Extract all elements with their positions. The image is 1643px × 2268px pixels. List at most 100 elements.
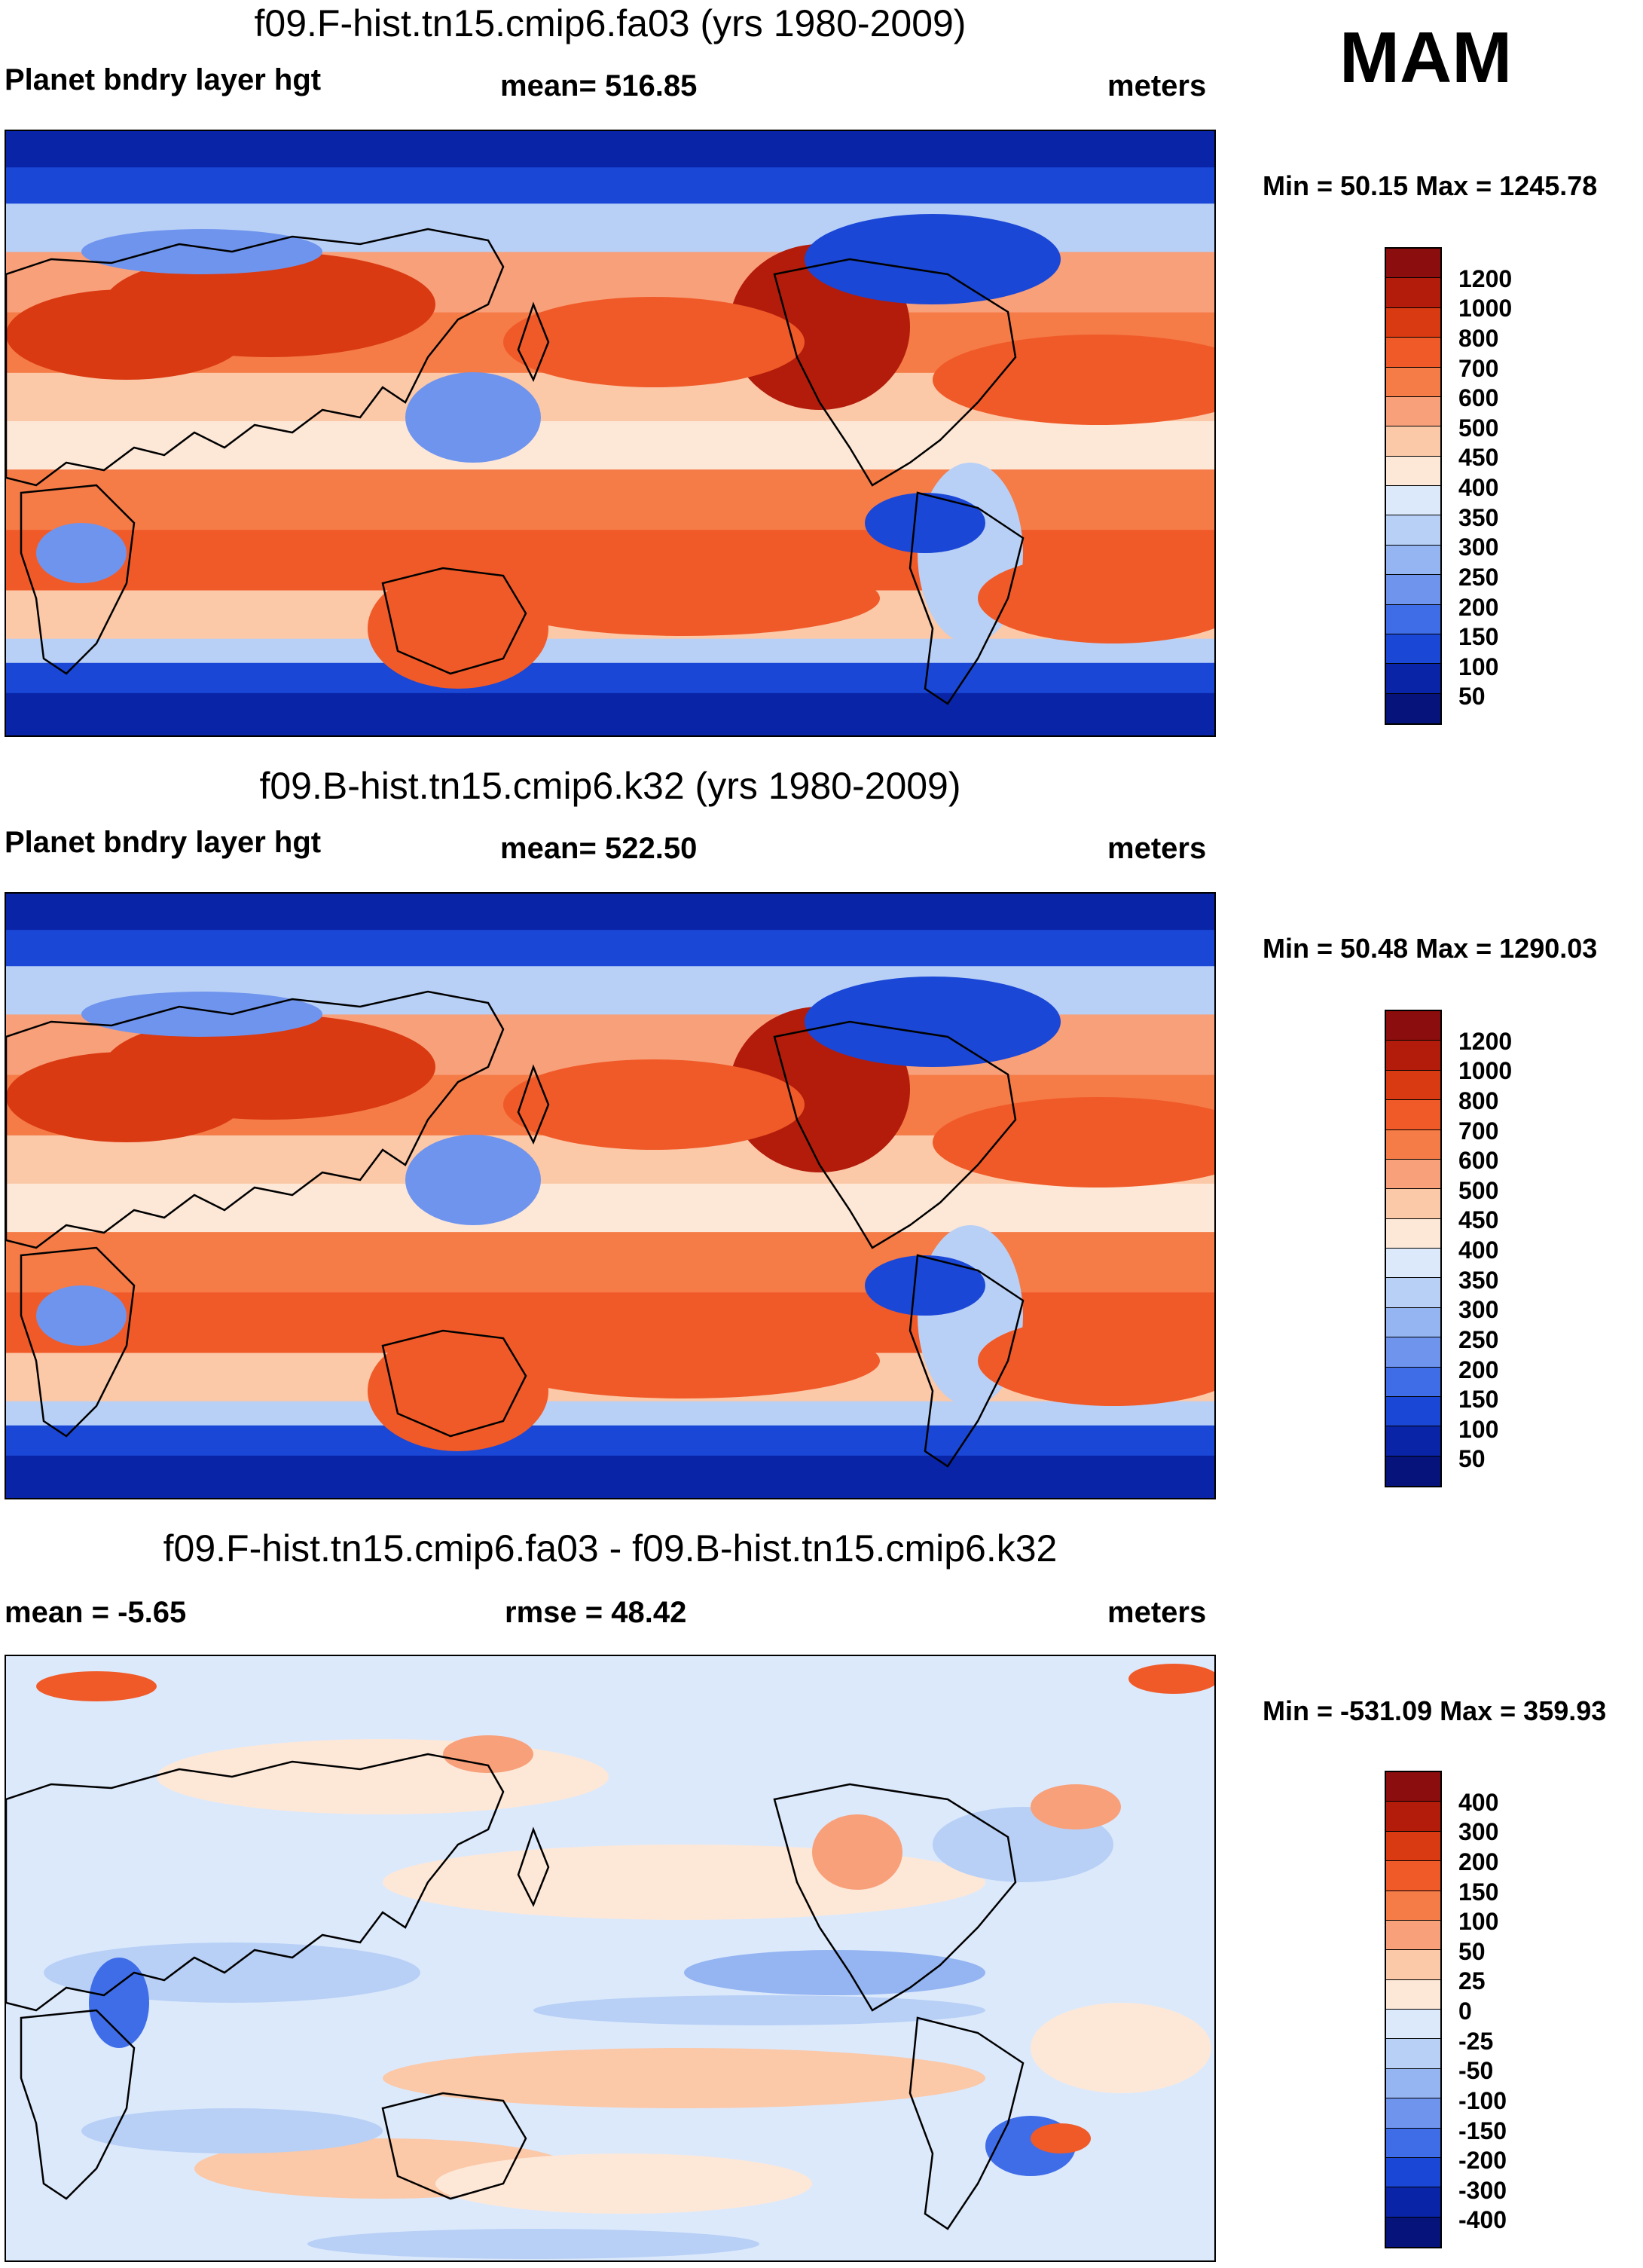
field-band <box>6 1455 1214 1498</box>
coastline <box>6 228 505 487</box>
colorbar-swatch <box>1386 1249 1440 1279</box>
colorbar-tick-label: -50 <box>1458 2057 1494 2085</box>
coastline <box>909 491 1025 705</box>
field-blob <box>1031 2003 1211 2093</box>
colorbar-swatch <box>1386 1950 1440 1980</box>
panel-2-min-max: Min = 50.48 Max = 1290.03 <box>1263 933 1598 964</box>
colorbar-swatch <box>1386 1396 1440 1427</box>
colorbar-tick-label: 150 <box>1458 1878 1499 1906</box>
field-blob <box>81 229 322 274</box>
field-blob <box>383 2048 985 2108</box>
field-blob <box>435 2153 812 2214</box>
colorbar-tick-label: 1200 <box>1458 1027 1513 1055</box>
colorbar-tick-label: -100 <box>1458 2086 1507 2114</box>
colorbar-tick-label: 1000 <box>1458 295 1513 322</box>
field-band <box>6 167 1214 205</box>
colorbar-tick-label: 800 <box>1458 1087 1499 1114</box>
season-label: MAM <box>1339 17 1513 98</box>
colorbar-swatch <box>1386 515 1440 546</box>
colorbar-swatch <box>1386 1070 1440 1101</box>
coastline <box>909 1254 1025 1468</box>
colorbar-tick-label: 50 <box>1458 683 1486 711</box>
field-blob <box>503 1059 805 1150</box>
colorbar-tick-label: 300 <box>1458 1296 1499 1324</box>
coastline <box>517 1064 550 1145</box>
field-band <box>6 1232 1214 1294</box>
colorbar-tick-label: 600 <box>1458 384 1499 412</box>
colorbar-swatch <box>1386 1979 1440 2010</box>
field-blob <box>805 214 1061 304</box>
field-blob <box>978 553 1214 643</box>
field-blob <box>978 1316 1214 1406</box>
colorbar-tick-label: 400 <box>1458 1788 1499 1816</box>
field-blob <box>503 297 805 387</box>
panel-2-title: f09.B-hist.tn15.cmip6.k32 (yrs 1980-2009… <box>259 765 961 807</box>
field-blob <box>36 1285 127 1346</box>
panel-1-min-max: Min = 50.15 Max = 1245.78 <box>1263 170 1598 201</box>
coastline <box>20 2009 136 2200</box>
colorbar-swatch <box>1386 486 1440 516</box>
colorbar-swatch <box>1386 1831 1440 1862</box>
colorbar-tick-label: 50 <box>1458 1445 1486 1473</box>
colorbar-tick-label: 500 <box>1458 1176 1499 1204</box>
colorbar-tick-label: 200 <box>1458 1356 1499 1383</box>
colorbar-tick-label: 100 <box>1458 1415 1499 1443</box>
colorbar-tick-label: 100 <box>1458 653 1499 680</box>
colorbar-swatch <box>1386 2157 1440 2188</box>
colorbar-swatch <box>1386 1861 1440 1891</box>
colorbar-tick-label: -200 <box>1458 2147 1507 2175</box>
panel-1-units: meters <box>1107 69 1207 102</box>
field-blob <box>6 289 247 380</box>
field-blob <box>1031 1784 1121 1829</box>
colorbar-tick-label: 25 <box>1458 1967 1486 1995</box>
panel-3-units: meters <box>1107 1596 1207 1629</box>
field-blob <box>805 977 1061 1067</box>
field-blob <box>533 1995 985 2025</box>
field-band <box>6 1401 1214 1426</box>
colorbar-swatch <box>1386 307 1440 338</box>
coastline <box>20 484 136 675</box>
panel-2-map <box>5 892 1216 1499</box>
colorbar-swatch <box>1386 1307 1440 1338</box>
field-blob <box>1128 1664 1214 1694</box>
colorbar-tick-label: 300 <box>1458 1818 1499 1846</box>
colorbar-swatch <box>1386 338 1440 368</box>
panel-3-mean: mean = -5.65 <box>5 1596 187 1629</box>
field-blob <box>443 1735 533 1773</box>
field-band <box>6 131 1214 169</box>
colorbar-swatch <box>1386 367 1440 397</box>
colorbar-tick-label: 0 <box>1458 1997 1472 2025</box>
field-blob <box>1031 2123 1091 2153</box>
panel-3-min-max: Min = -531.09 Max = 359.93 <box>1263 1695 1607 1726</box>
field-band <box>6 662 1214 694</box>
colorbar-swatch <box>1386 2068 1440 2099</box>
panel-3-colorbar <box>1385 1771 1442 2248</box>
colorbar-swatch <box>1386 2098 1440 2129</box>
colorbar-tick-label: 350 <box>1458 1266 1499 1294</box>
field-band <box>6 1425 1214 1456</box>
panel-1-mean: mean= 516.85 <box>500 69 698 102</box>
panel-1-colorbar <box>1385 247 1442 725</box>
colorbar-swatch <box>1386 1426 1440 1456</box>
coastline <box>909 2016 1025 2230</box>
colorbar-swatch <box>1386 1802 1440 1832</box>
colorbar-tick-label: 400 <box>1458 1236 1499 1264</box>
colorbar-swatch <box>1386 545 1440 576</box>
colorbar-swatch <box>1386 2010 1440 2040</box>
field-blob <box>865 493 985 553</box>
colorbar-tick-label: 50 <box>1458 1937 1486 1965</box>
colorbar-swatch <box>1386 2217 1440 2247</box>
colorbar-tick-label: 250 <box>1458 1325 1499 1353</box>
colorbar-swatch <box>1386 2128 1440 2158</box>
coastline <box>517 301 550 383</box>
colorbar-tick-label: 350 <box>1458 503 1499 531</box>
colorbar-swatch <box>1386 2039 1440 2069</box>
colorbar-tick-label: 800 <box>1458 324 1499 352</box>
coastline <box>773 1783 1017 2012</box>
panel-3-rmse: rmse = 48.42 <box>505 1596 687 1629</box>
colorbar-swatch <box>1386 604 1440 634</box>
field-blob <box>405 372 541 463</box>
colorbar-tick-label: -25 <box>1458 2027 1494 2055</box>
coastline <box>381 1329 527 1438</box>
panel-1-title: f09.F-hist.tn15.cmip6.fa03 (yrs 1980-200… <box>254 2 967 44</box>
